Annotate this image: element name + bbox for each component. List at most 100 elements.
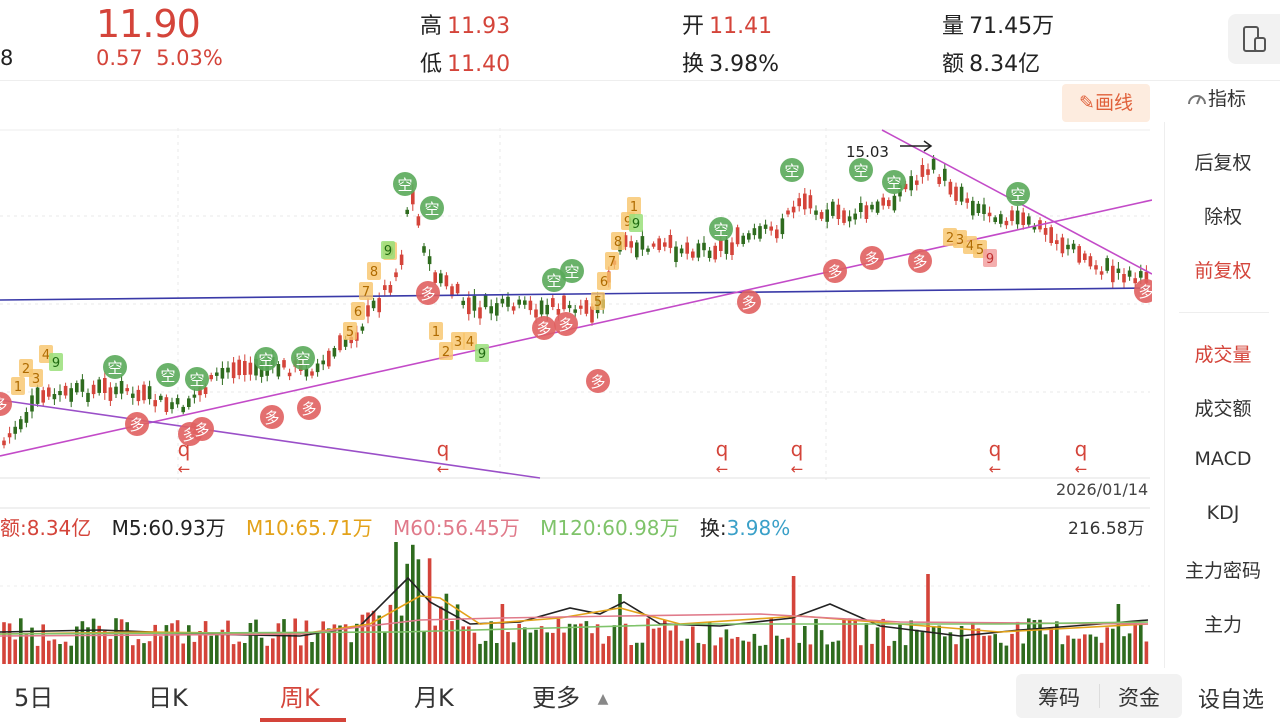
candle-body: [775, 229, 779, 239]
candle-body: [1111, 265, 1115, 283]
candle-body: [573, 309, 577, 313]
volume-bar: [752, 633, 757, 664]
legend-m60: M60:56.45万: [393, 516, 520, 540]
candle-body: [679, 248, 684, 254]
chips-button[interactable]: 筹码: [1038, 686, 1080, 710]
sidebar-item-forward-adjusted[interactable]: 前复权: [1194, 260, 1252, 282]
candle-body: [747, 233, 751, 240]
volume-bar: [1049, 627, 1053, 664]
volume-bar: [114, 618, 118, 664]
rotate-device-button[interactable]: [1228, 14, 1280, 64]
volume-bar: [808, 644, 813, 664]
tab-more[interactable]: 更多 ▲: [532, 678, 608, 713]
quote-header: 8 11.90 0.57 5.03% 高 11.93 低 11.40 开 11.…: [0, 0, 1280, 80]
volume-bar: [153, 624, 157, 664]
candle-body: [623, 235, 628, 247]
candle-body: [1010, 210, 1014, 221]
volume-chart[interactable]: [0, 506, 1152, 666]
volume-bar: [724, 629, 729, 664]
tab-daily-k[interactable]: 日K: [148, 684, 188, 712]
candle-body: [220, 368, 225, 379]
peak-price-label: 15.03: [846, 143, 889, 161]
support-trendline: [0, 287, 1151, 301]
tab-monthly-k[interactable]: 月K: [414, 684, 454, 712]
volume-bar: [1083, 634, 1087, 664]
volume-bar: [954, 644, 958, 664]
volume-bar: [63, 641, 68, 664]
candle-body: [1077, 246, 1081, 263]
kline-chart[interactable]: 空空空空空空空空空空空空空空多多多多多多多多多多多多多多多q←q←q←q←q←q…: [0, 128, 1152, 480]
candle-body: [63, 385, 68, 396]
count-box: [351, 302, 365, 320]
count-digit: 2: [442, 345, 450, 360]
volume-bar: [982, 635, 986, 664]
volume-bar: [506, 632, 510, 664]
buy-marker-circle: [0, 392, 12, 416]
candle-body: [91, 384, 96, 395]
candle-body: [30, 395, 34, 412]
sidebar-item-amount[interactable]: 成交额: [1194, 398, 1252, 420]
candle-body: [366, 305, 370, 317]
volume-bar: [377, 615, 381, 664]
date-label: 2026/01/14: [1056, 480, 1149, 499]
volume-bar: [209, 635, 213, 664]
change-value: 0.57: [96, 46, 143, 70]
volume-bar: [450, 621, 454, 664]
volume-bar: [1021, 643, 1025, 664]
volume-bar: [472, 632, 477, 664]
volume-bar: [1105, 627, 1109, 664]
candle-body: [1021, 212, 1025, 225]
tab-5day[interactable]: 5日: [14, 684, 54, 712]
volume-bar: [657, 627, 661, 664]
tab-weekly-k[interactable]: 周K: [280, 684, 320, 712]
volume-bar: [999, 642, 1003, 664]
add-watchlist-button[interactable]: 设自选: [1198, 688, 1265, 713]
count-box: [597, 272, 611, 290]
volume-bar: [668, 630, 673, 664]
arrow-left-icon: ←: [437, 460, 450, 478]
candle-body: [399, 254, 404, 265]
funds-button[interactable]: 资金: [1118, 686, 1160, 710]
candle-body: [1043, 228, 1048, 235]
volume-bar: [427, 558, 432, 664]
volume-bar: [433, 625, 437, 664]
volume-bar: [741, 640, 745, 664]
nine-box: [983, 249, 997, 267]
draw-line-button[interactable]: ✎画线: [1062, 84, 1150, 122]
count-digit: 3: [454, 335, 462, 350]
volume-bar: [203, 621, 208, 664]
candle-body: [836, 204, 841, 219]
volume-bar: [2, 622, 6, 664]
buy-marker-circle: [554, 312, 578, 336]
volume-bar: [691, 626, 695, 664]
volume-bar: [349, 642, 353, 664]
sidebar-item-ex-rights[interactable]: 除权: [1203, 206, 1242, 228]
nine-box: [475, 344, 489, 362]
candle-body: [164, 397, 169, 412]
sidebar-item-main-force[interactable]: 主力: [1203, 614, 1242, 636]
buy-marker-text: 多: [864, 250, 879, 268]
volume-bar: [41, 624, 45, 664]
sell-marker-circle: [709, 217, 733, 241]
volume-bar: [19, 618, 23, 664]
volume-bar: [7, 623, 12, 664]
volume-bar: [758, 645, 762, 664]
count-box: [591, 292, 605, 310]
candle-body: [590, 306, 594, 323]
count-digit: 4: [42, 348, 50, 363]
sidebar-item-main-force-code[interactable]: 主力密码: [1184, 560, 1261, 582]
candle-body: [489, 306, 493, 314]
candle-body: [847, 216, 852, 222]
nine-digit: 9: [52, 356, 60, 371]
candle-body: [982, 204, 986, 214]
sidebar-item-back-adjusted[interactable]: 后复权: [1194, 152, 1252, 174]
volume-bar: [170, 623, 174, 664]
sidebar-item-macd[interactable]: MACD: [1194, 448, 1252, 470]
volume-bar: [321, 621, 325, 664]
count-box: [11, 377, 25, 395]
sidebar-item-kdj[interactable]: KDJ: [1206, 502, 1240, 524]
volume-bar: [282, 619, 286, 664]
sidebar-item-volume[interactable]: 成交量: [1194, 344, 1252, 366]
candle-body: [427, 256, 432, 265]
indicator-button[interactable]: 指标: [1186, 84, 1246, 111]
